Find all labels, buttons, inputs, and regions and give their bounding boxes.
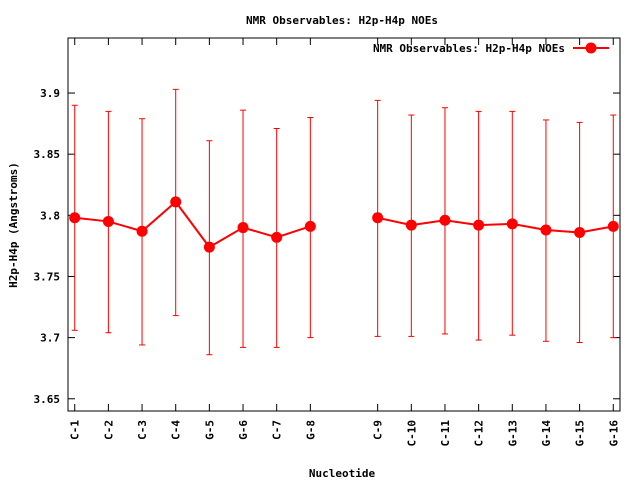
data-point [372, 212, 384, 224]
y-tick-label: 3.85 [34, 148, 61, 161]
chart-title: NMR Observables: H2p-H4p NOEs [246, 14, 438, 27]
data-point [574, 226, 586, 238]
legend-label: NMR Observables: H2p-H4p NOEs [373, 42, 565, 55]
data-point [473, 219, 485, 231]
data-point [170, 196, 182, 208]
y-axis-label: H2p-H4p (Angstroms) [7, 162, 20, 288]
data-point [69, 212, 81, 224]
data-point [506, 218, 518, 230]
y-tick-label: 3.65 [34, 393, 61, 406]
data-point [439, 214, 451, 226]
legend: NMR Observables: H2p-H4p NOEs [373, 42, 609, 55]
data-point [607, 220, 619, 232]
series-lines [74, 200, 614, 249]
data-point [405, 219, 417, 231]
y-tick-label: 3.8 [40, 209, 60, 222]
x-tick-label: G-16 [607, 420, 620, 447]
x-tick-label: C-10 [405, 420, 418, 447]
x-tick-label: G-8 [304, 420, 317, 440]
series-line [377, 216, 614, 234]
x-axis: C-1 C-2 C-3 C-4 G-5 G-6 C-7 G-8 C-9 C-10 C-11 C-12 G… [69, 38, 620, 447]
x-tick-label: C-7 [271, 420, 284, 440]
x-tick-label: G-5 [203, 420, 216, 440]
series-line [74, 200, 311, 249]
x-tick-label: C-9 [372, 420, 385, 440]
x-tick-label: C-11 [439, 420, 452, 447]
y-tick-label: 3.7 [40, 332, 60, 345]
data-point [237, 222, 249, 234]
series-points [69, 196, 619, 253]
y-tick-label: 3.75 [34, 270, 61, 283]
data-point [304, 220, 316, 232]
legend-marker [585, 42, 597, 54]
x-tick-label: C-1 [69, 420, 82, 440]
x-tick-label: G-15 [574, 420, 587, 447]
x-axis-label: Nucleotide [309, 467, 376, 480]
data-point [136, 225, 148, 237]
y-axis: 3.65 3.7 3.75 3.8 3.85 3.9 [34, 87, 620, 406]
x-tick-label: G-13 [506, 420, 519, 447]
data-point [203, 241, 215, 253]
plot-frame [67, 37, 621, 412]
x-tick-label: G-6 [237, 420, 250, 440]
y-tick-label: 3.9 [40, 87, 60, 100]
x-tick-label: C-12 [473, 420, 486, 447]
data-point [540, 224, 552, 236]
x-tick-label: C-4 [170, 420, 183, 440]
x-tick-label: G-14 [540, 420, 553, 447]
x-tick-label: C-2 [102, 420, 115, 440]
data-point [102, 215, 114, 227]
x-tick-label: C-3 [136, 420, 149, 440]
data-point [271, 231, 283, 243]
